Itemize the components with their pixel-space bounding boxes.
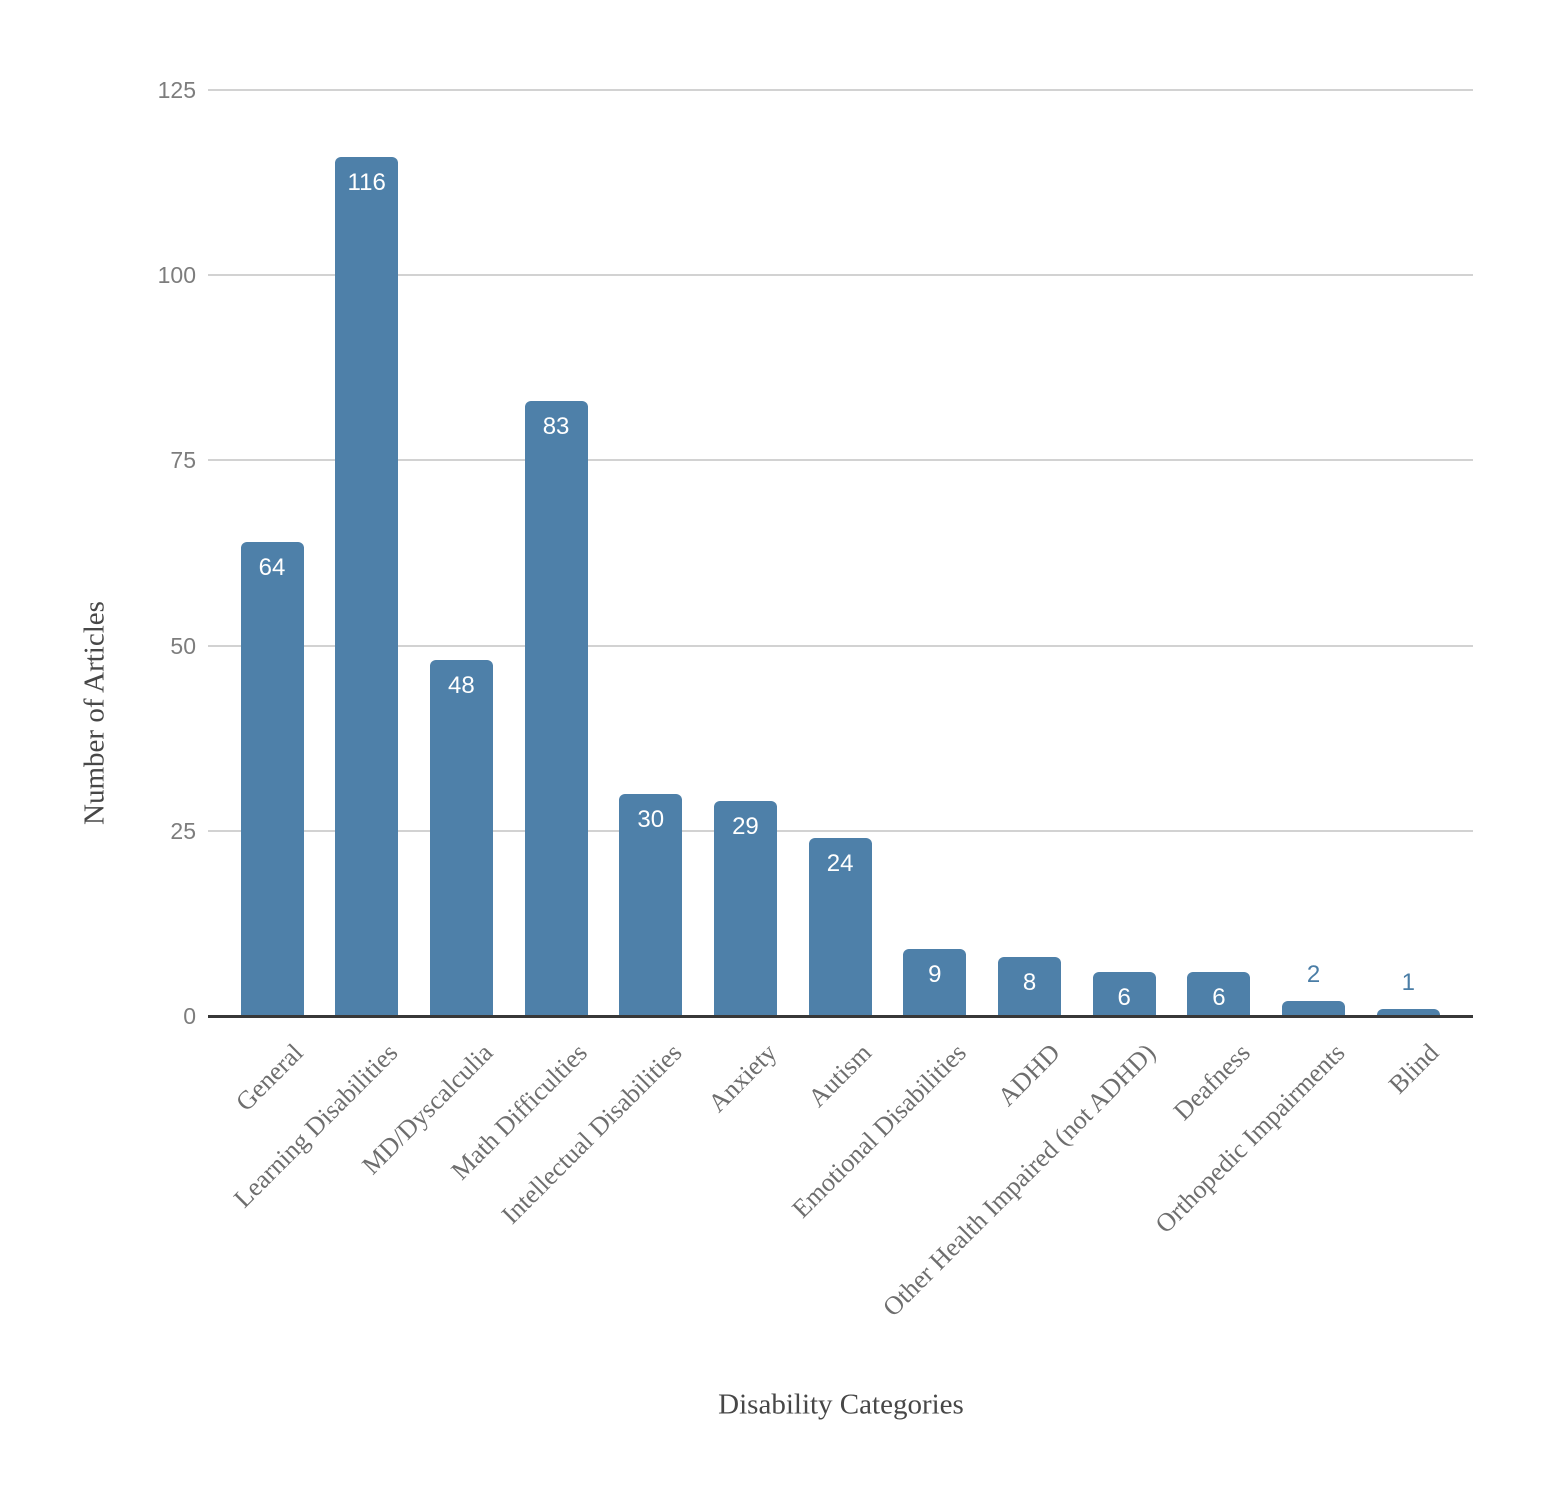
gridline-75: [208, 459, 1473, 462]
bar-value-other-health-impaired-not-adhd: 6: [1117, 983, 1131, 1011]
bar-value-deafness: 6: [1212, 983, 1226, 1011]
bar-deafness: [1187, 971, 1251, 1016]
bar-learning-disabilities: [335, 156, 399, 1016]
bar-value-md-dyscalculia: 48: [448, 672, 475, 700]
bar-slot-adhd: 8: [998, 956, 1062, 1016]
y-tick-label-75: 75: [170, 447, 196, 474]
plot-area: 64 General 116 Learning Disabilities 48 MD/Dy…: [208, 89, 1473, 1322]
category-label-orthopedic-impairments: Orthopedic Impairments: [1149, 1038, 1351, 1239]
bar-slot-other-health-impaired-not-adhd: 6: [1092, 971, 1156, 1016]
y-tick-label-0: 0: [183, 1003, 196, 1029]
category-label-adhd: ADHD: [992, 1038, 1067, 1112]
y-tick-label-100: 100: [157, 262, 196, 289]
bar-slot-math-difficulties: 83: [524, 401, 588, 1016]
bar-autism: [808, 838, 872, 1016]
x-axis-title: Disability Categories: [718, 1388, 964, 1421]
category-label-general: General: [229, 1038, 309, 1117]
bar-slot-autism: 24: [808, 838, 872, 1016]
y-tick-label-50: 50: [170, 632, 196, 659]
bar-orthopedic-impairments: [1282, 1001, 1346, 1016]
y-tick-label-25: 25: [170, 817, 196, 844]
bar-slot-general: 64: [240, 541, 304, 1016]
category-label-deafness: Deafness: [1167, 1038, 1256, 1126]
bar-slot-deafness: 6: [1187, 971, 1251, 1016]
bar-value-intellectual-disabilities: 30: [637, 805, 665, 833]
x-axis-line: [208, 1015, 1473, 1018]
category-label-blind: Blind: [1383, 1038, 1445, 1100]
bar-slot-intellectual-disabilities: 30: [619, 793, 683, 1016]
bar-value-orthopedic-impairments: 2: [1306, 961, 1321, 989]
bar-value-blind: 1: [1401, 968, 1415, 996]
category-label-emotional-disabilities: Emotional Disabilities: [785, 1038, 972, 1224]
bar-value-learning-disabilities: 116: [347, 168, 386, 196]
category-label-anxiety: Anxiety: [702, 1038, 782, 1118]
bar-anxiety: [713, 801, 777, 1016]
y-tick-label-125: 125: [157, 77, 196, 103]
gridline-50: [208, 644, 1473, 647]
bar-adhd: [998, 956, 1062, 1016]
gridline-125: [208, 89, 1473, 91]
category-label-learning-disabilities: Learning Disabilities: [227, 1038, 404, 1214]
bar-slot-blind: 1: [1376, 969, 1440, 1016]
bar-slot-md-dyscalculia: 48: [429, 660, 493, 1016]
bar-math-difficulties: [524, 401, 588, 1016]
bar-slot-emotional-disabilities: 9: [903, 949, 967, 1016]
bar-general: [240, 541, 304, 1016]
gridline-100: [208, 274, 1473, 277]
bar-value-anxiety: 29: [732, 813, 759, 841]
bar-md-dyscalculia: [429, 660, 493, 1016]
bar-blind: [1376, 1008, 1440, 1016]
bar-intellectual-disabilities: [619, 793, 683, 1016]
bar-value-general: 64: [258, 553, 286, 581]
bar-slot-anxiety: 29: [713, 801, 777, 1016]
bar-value-adhd: 8: [1022, 968, 1037, 996]
bar-value-math-difficulties: 83: [542, 413, 570, 441]
gridline-25: [208, 829, 1473, 832]
category-label-intellectual-disabilities: Intellectual Disabilities: [495, 1038, 688, 1230]
bar-value-emotional-disabilities: 9: [928, 961, 942, 989]
bar-value-autism: 24: [826, 850, 854, 878]
bar-slot-learning-disabilities: 116: [335, 156, 399, 1016]
category-label-autism: Autism: [801, 1038, 877, 1113]
bar-other-health-impaired-not-adhd: [1092, 971, 1156, 1016]
bar-slot-orthopedic-impairments: 2: [1282, 961, 1346, 1016]
bar-emotional-disabilities: [903, 949, 967, 1016]
